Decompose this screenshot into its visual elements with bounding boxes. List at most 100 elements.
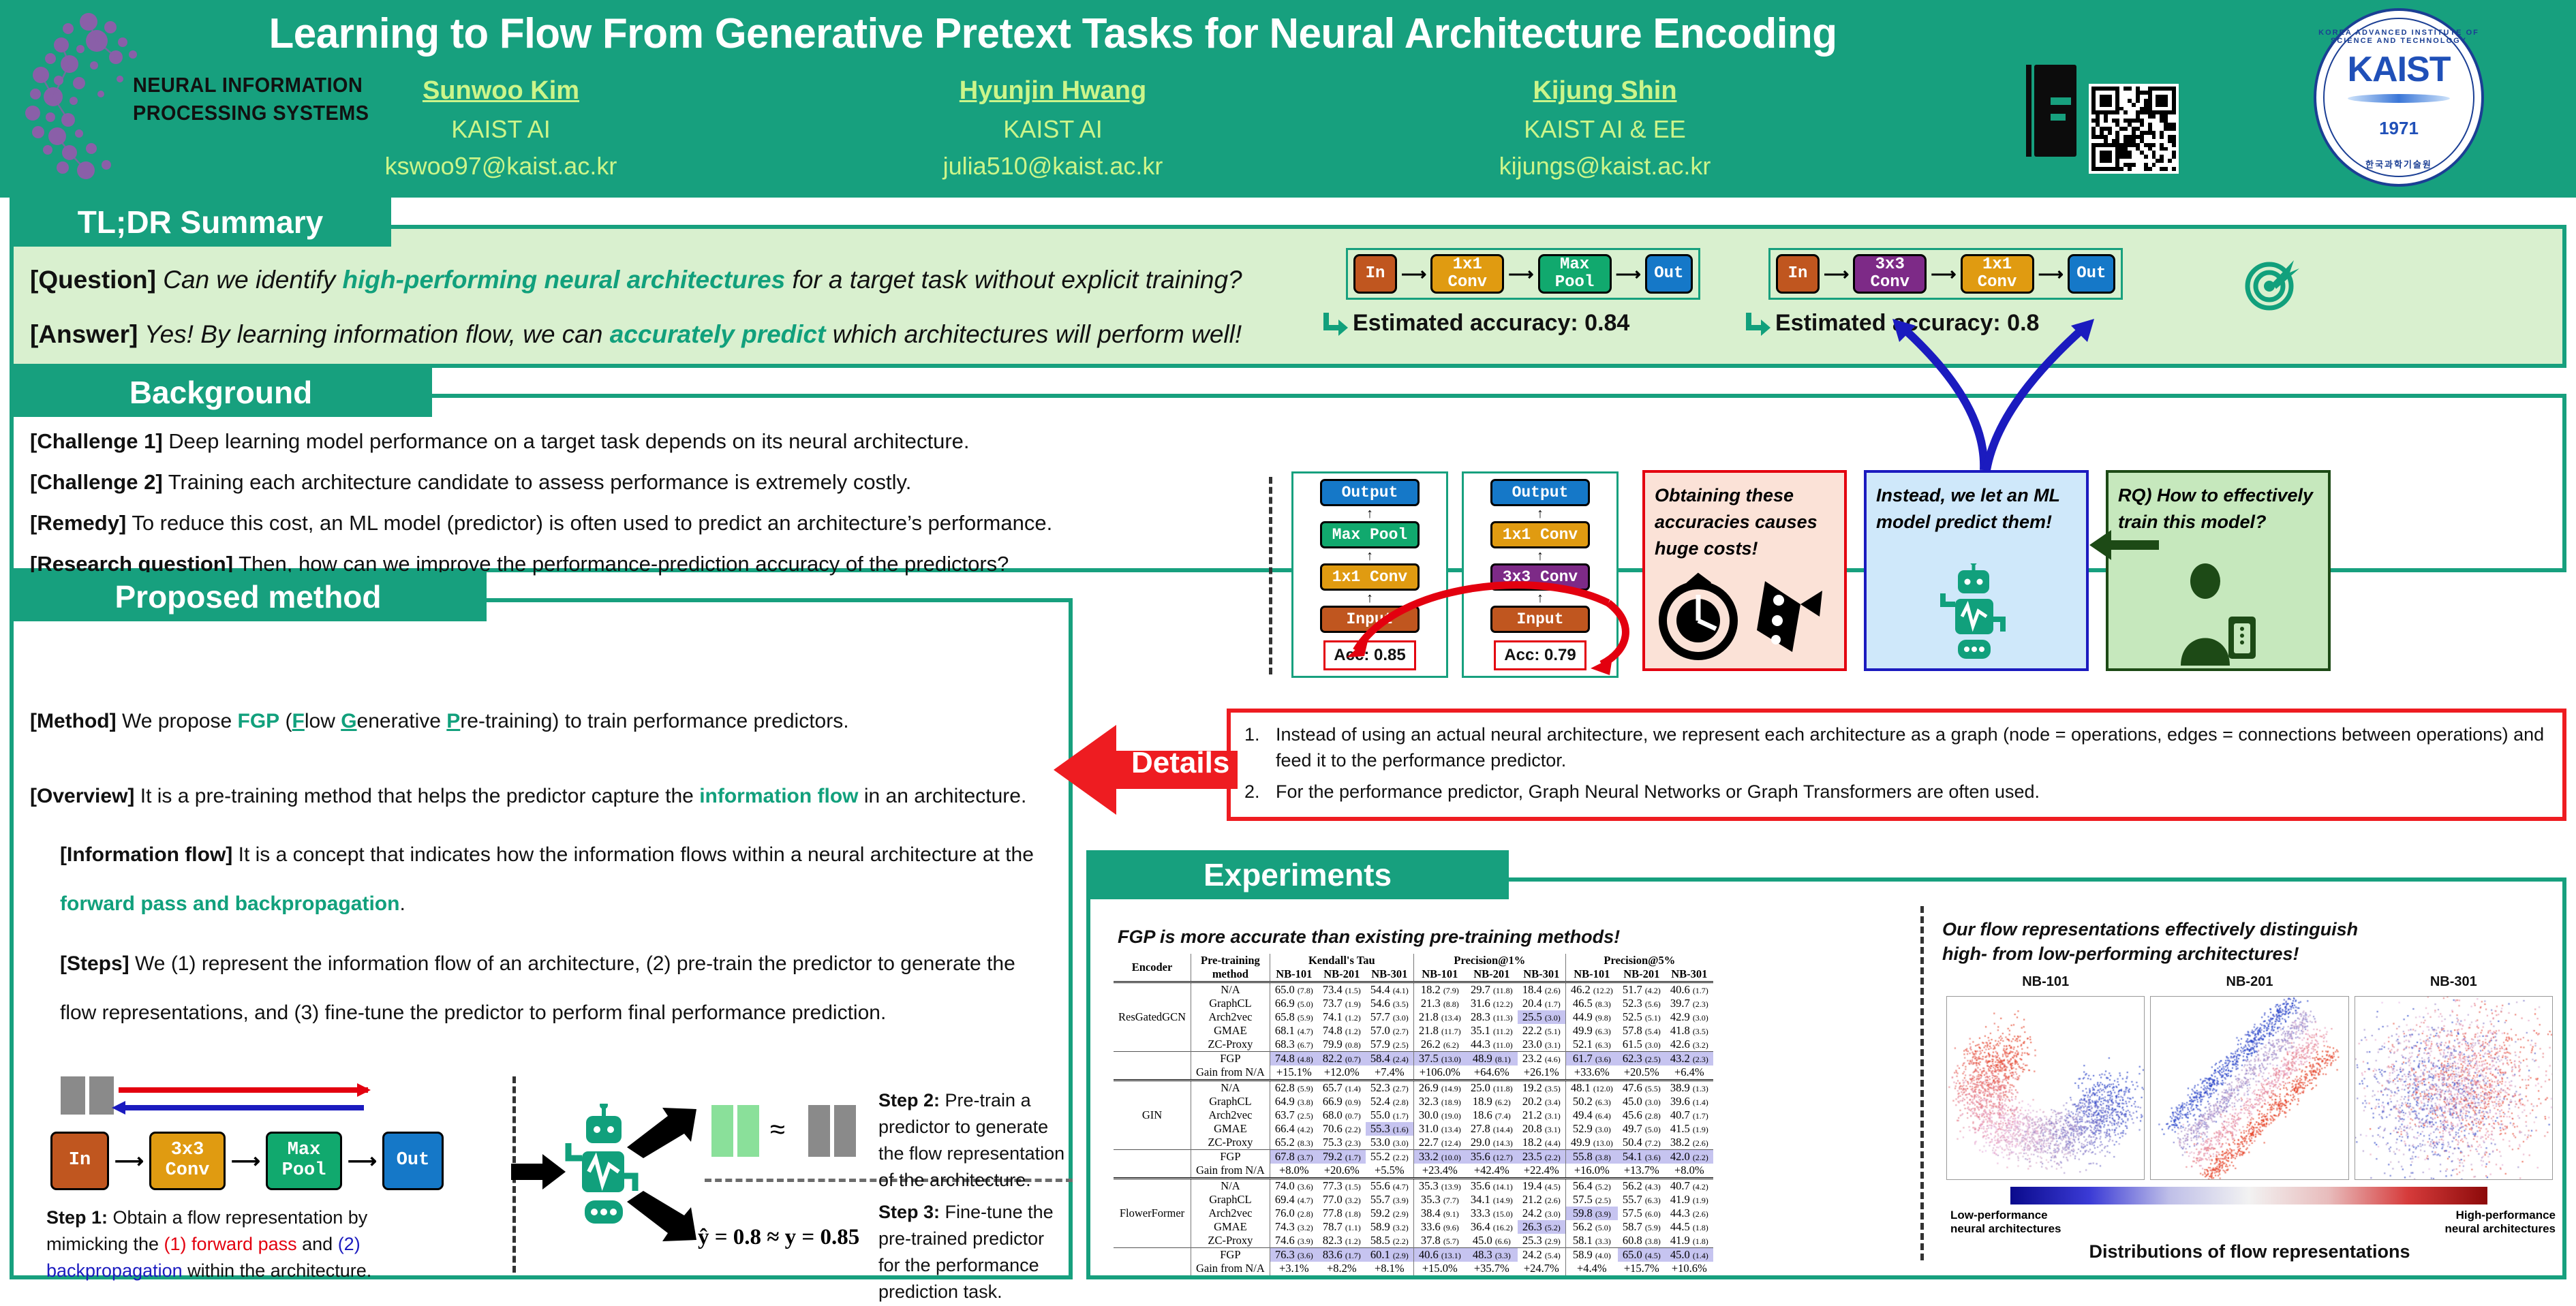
node-out: Out <box>2067 254 2115 294</box>
table-row: Arch2vec 63.7 (2.5) 68.0 (0.7) 55.0 (1.7) 30… <box>1114 1108 1713 1122</box>
table-cell-method: Arch2vec <box>1190 1108 1270 1122</box>
challenge-1-label: [Challenge 1] <box>30 429 163 453</box>
scatter-label-nb301: NB-301 <box>2429 974 2477 989</box>
note-green-text: RQ) How to effectively train this model? <box>2118 485 2314 533</box>
challenge-2-text: Training each architecture candidate to … <box>162 470 912 494</box>
legend-high-line1: High-performance <box>2455 1209 2556 1222</box>
table-cell: 76.0 (2.8) <box>1269 1207 1318 1220</box>
table-cell: 42.0 (2.2) <box>1665 1149 1713 1164</box>
method-line: [Method] We propose FGP (Flow Generative… <box>30 710 1039 733</box>
table-row: ZC-Proxy 65.2 (8.3) 75.3 (2.3) 53.0 (3.0) 22… <box>1114 1136 1713 1150</box>
th-precision5: Precision@5% <box>1565 954 1713 967</box>
table-cell-method: N/A <box>1190 981 1270 997</box>
table-cell-method: GraphCL <box>1190 997 1270 1010</box>
table-cell: 40.6 (1.7) <box>1665 981 1713 997</box>
qr-code-icon[interactable] <box>2089 84 2179 174</box>
table-cell: +23.4% <box>1413 1164 1466 1179</box>
table-cell: 26.9 (14.9) <box>1413 1079 1466 1095</box>
table-row-fgp: FGP 76.3 (3.6) 83.6 (1.7) 60.1 (2.9) 40.6 (1… <box>1114 1247 1713 1262</box>
steps-diagram: In ⟶ 3x3 Conv ⟶ Max Pool ⟶ Out Step 1: O… <box>23 1076 1073 1302</box>
table-cell: +8.0% <box>1269 1164 1318 1179</box>
table-cell: 25.0 (11.8) <box>1465 1079 1518 1095</box>
table-cell: 52.3 (5.6) <box>1622 997 1661 1010</box>
table-cell-method: Arch2vec <box>1190 1010 1270 1024</box>
scatter-plot-nb301 <box>2354 996 2553 1180</box>
th-sub: NB-101 <box>1413 967 1466 982</box>
information-flow-highlight: forward pass and backpropagation <box>60 892 400 915</box>
paper-book-icon <box>2026 65 2076 157</box>
details-item-number: 1. <box>1244 724 1260 745</box>
table-cell: 45.0 (3.0) <box>1622 1095 1661 1108</box>
table-cell: 20.2 (3.4) <box>1522 1095 1561 1108</box>
table-cell: 33.3 (15.0) <box>1470 1207 1513 1219</box>
steps-b: flow representations, and (3) fine-tune … <box>60 1001 887 1024</box>
table-cell: +7.4% <box>1374 1066 1405 1078</box>
table-cell: +20.6% <box>1323 1164 1360 1177</box>
tldr-panel <box>10 225 2566 368</box>
blue-prediction-arrows <box>1892 319 2094 471</box>
table-cell-method: GraphCL <box>1190 1193 1270 1207</box>
scatter-plot-nb201 <box>2150 996 2349 1180</box>
table-cell: 18.6 (7.4) <box>1472 1108 1511 1121</box>
th-sub: NB-301 <box>1671 967 1708 980</box>
table-cell: 41.5 (1.9) <box>1670 1122 1708 1135</box>
table-cell: 52.5 (5.1) <box>1622 1010 1661 1023</box>
table-row: ZC-Proxy 68.3 (6.7) 79.9 (0.8) 57.9 (2.5) 26… <box>1114 1038 1713 1052</box>
hook-arrow-icon-b <box>1746 313 1770 336</box>
researcher-icon <box>2181 563 2256 666</box>
scatter-section-title: Distributions of flow representations <box>2089 1241 2410 1262</box>
proposed-method-heading: Proposed method <box>10 572 487 621</box>
node-output: Output <box>1490 479 1590 506</box>
table-cell: 55.3 (1.6) <box>1365 1122 1414 1136</box>
method-open: ( <box>279 710 292 732</box>
author-email[interactable]: julia510@kaist.ac.kr <box>942 152 1163 180</box>
arrow-icon: ⟶ <box>114 1149 144 1172</box>
arrow-up-icon: ↑ <box>1366 548 1373 563</box>
table-cell-method: Gain from N/A <box>1190 1164 1270 1179</box>
table-row: ZC-Proxy 74.6 (3.9) 82.3 (1.2) 58.5 (2.2) 37… <box>1114 1234 1713 1248</box>
flow-seg-gray-1 <box>61 1076 85 1115</box>
experiments-divider <box>1920 906 1924 1260</box>
table-row: GMAE 66.4 (4.2) 70.6 (2.2) 55.3 (1.6) 31.0 (… <box>1114 1122 1713 1136</box>
note-blue-text: Instead, we let an ML model predict them… <box>1876 485 2060 533</box>
table-cell: 21.8 (13.4) <box>1413 1010 1466 1024</box>
table-cell: 30.0 (19.0) <box>1413 1108 1466 1122</box>
performance-colorbar <box>2010 1187 2487 1204</box>
table-cell: 23.0 (3.1) <box>1522 1038 1561 1051</box>
qr-section[interactable] <box>2026 65 2201 174</box>
step-2-body: Pre-train a predictor to generate the fl… <box>878 1090 1065 1191</box>
author-email[interactable]: kswoo97@kaist.ac.kr <box>384 152 617 180</box>
information-flow-a: It is a concept that indicates how the i… <box>232 843 1034 866</box>
cost-clock-money-icon <box>1659 572 1822 660</box>
black-arrow-downright-icon <box>627 1191 696 1241</box>
author-block: Kijung Shin KAIST AI & EE kijungs@kaist.… <box>1329 76 1881 181</box>
table-cell: 79.2 (1.7) <box>1317 1149 1366 1164</box>
table-cell: 23.5 (2.2) <box>1517 1149 1566 1164</box>
table-caption: FGP is more accurate than existing pre-t… <box>1118 927 1621 947</box>
node-out: Out <box>1644 254 1693 294</box>
author-email[interactable]: kijungs@kaist.ac.kr <box>1499 152 1711 180</box>
table-cell: 55.0 (1.7) <box>1370 1108 1409 1121</box>
table-row: GraphCL 66.9 (5.0) 73.7 (1.9) 54.6 (3.5) 21.… <box>1114 997 1713 1010</box>
table-cell: 82.3 (1.2) <box>1322 1234 1361 1247</box>
table-cell: +10.6% <box>1671 1262 1707 1275</box>
table-cell: 36.4 (16.2) <box>1470 1220 1513 1233</box>
th-sub: NB-301 <box>1523 967 1560 980</box>
table-header-row: Encoder Pre-training method Kendall's Tau Pr… <box>1114 954 1713 982</box>
table-cell: 43.2 (2.3) <box>1665 1051 1713 1066</box>
table-cell: +15.1% <box>1269 1066 1318 1080</box>
tldr-architecture-chain-b: In ⟶ 3x3 Conv ⟶ 1x1 Conv ⟶ Out <box>1768 248 2123 300</box>
predictor-robot-icon <box>565 1104 639 1224</box>
table-cell: 70.6 (2.2) <box>1322 1122 1361 1135</box>
table-cell: 49.7 (5.0) <box>1622 1122 1661 1135</box>
step-1-b2: and <box>296 1234 338 1255</box>
table-cell: 35.6 (12.7) <box>1465 1149 1518 1164</box>
information-flow-line: [Information flow] It is a concept that … <box>60 843 1055 867</box>
table-cell: 18.4 (2.6) <box>1517 981 1566 997</box>
legend-low-line1: Low-performance <box>1950 1209 2048 1222</box>
kaist-logo: KOREA ADVANCED INSTITUTE OF SCIENCE AND … <box>2314 8 2484 187</box>
table-row: GMAE 68.1 (4.7) 74.8 (1.2) 57.0 (2.7) 21.8 (… <box>1114 1024 1713 1038</box>
table-cell-encoder: GIN <box>1114 1079 1191 1150</box>
table-subheader-row: NB-101 NB-201 NB-301 NB-101 NB-201 NB-301 NB-1… <box>1114 967 1713 982</box>
table-cell: 74.8 (1.2) <box>1322 1024 1361 1037</box>
